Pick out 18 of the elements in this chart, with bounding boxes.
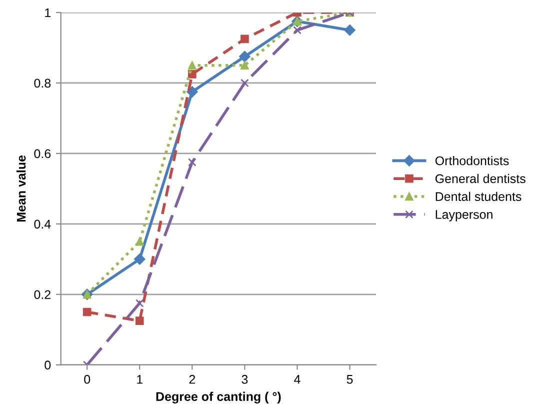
x-axis-title: Degree of canting ( °) xyxy=(156,392,281,404)
x-tick-label: 4 xyxy=(294,375,300,384)
x-tick-label: 3 xyxy=(242,374,248,384)
y-axis-title: Mean value xyxy=(16,155,26,222)
y-tick-label: 0.6 xyxy=(34,149,51,158)
legend-label: General dentists xyxy=(435,174,526,184)
y-tick-label: 0.2 xyxy=(34,290,50,300)
x-tick-label: 5 xyxy=(346,375,353,384)
legend-label: Layperson xyxy=(436,210,492,222)
y-tick-label: 0 xyxy=(44,360,51,370)
x-tick-label: 0 xyxy=(84,374,90,384)
legend-label: Orthodontists xyxy=(435,156,509,166)
y-tick-label: 0.8 xyxy=(34,78,51,88)
x-tick-label: 2 xyxy=(189,374,196,384)
y-tick-label: 1 xyxy=(45,8,50,18)
y-tick-label: 0.4 xyxy=(34,220,51,229)
legend-label: Dental students xyxy=(436,192,522,201)
x-tick-label: 1 xyxy=(137,375,142,384)
